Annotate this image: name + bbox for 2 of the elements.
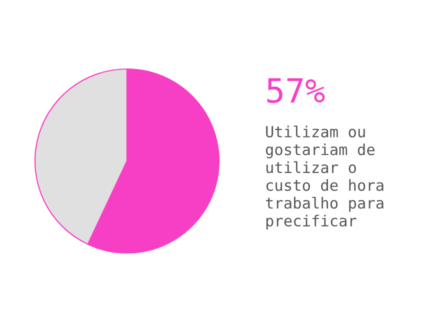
data-label: 57% xyxy=(267,78,325,104)
text: Utilizam ou gostariam de utilizar o custo de hora trabalho para precificar xyxy=(266,126,384,230)
